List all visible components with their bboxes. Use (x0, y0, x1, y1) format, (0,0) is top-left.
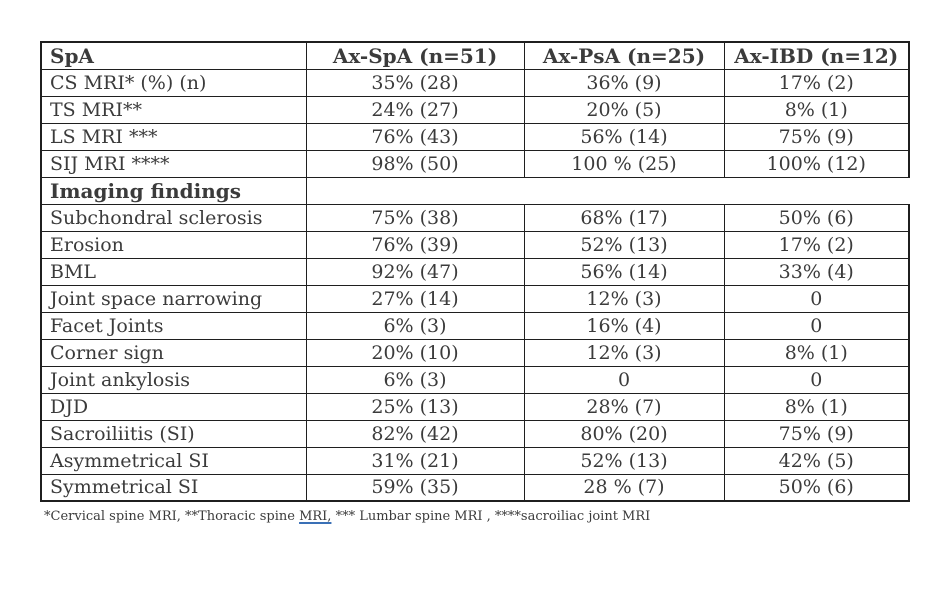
row-label: Joint space narrowing (40, 284, 307, 313)
value-cell: 0 (723, 284, 910, 313)
table-row-joint-ankylosis: Joint ankylosis 6% (3) 0 0 (40, 365, 910, 394)
column-header-axspa: Ax-SpA (n=51) (305, 41, 525, 70)
value-cell: 52% (13) (523, 230, 725, 259)
row-label: LS MRI *** (40, 122, 307, 151)
value-cell: 52% (13) (523, 446, 725, 475)
value-cell: 16% (4) (523, 311, 725, 340)
value-cell: 0 (723, 365, 910, 394)
value-cell: 0 (523, 365, 725, 394)
table-row-joint-space-narrowing: Joint space narrowing 27% (14) 12% (3) 0 (40, 284, 910, 313)
value-cell: 28% (7) (523, 392, 725, 421)
value-cell: 56% (14) (523, 257, 725, 286)
row-label: DJD (40, 392, 307, 421)
row-label: Asymmetrical SI (40, 446, 307, 475)
table-footnote: *Cervical spine MRI, **Thoracic spine MR… (44, 508, 951, 525)
column-header-axibd: Ax-IBD (n=12) (723, 41, 910, 70)
page: SpA Ax-SpA (n=51) Ax-PsA (n=25) Ax-IBD (… (40, 41, 951, 525)
value-cell: 6% (3) (305, 365, 525, 394)
row-label: Joint ankylosis (40, 365, 307, 394)
value-cell: 35% (28) (305, 68, 525, 97)
row-label: Erosion (40, 230, 307, 259)
value-cell: 75% (38) (305, 203, 525, 232)
value-cell: 68% (17) (523, 203, 725, 232)
table-row-cs-mri: CS MRI* (%) (n) 35% (28) 36% (9) 17% (2) (40, 68, 910, 97)
table-row-asymmetrical-si: Asymmetrical SI 31% (21) 52% (13) 42% (5… (40, 446, 910, 475)
value-cell: 92% (47) (305, 257, 525, 286)
table-row-erosion: Erosion 76% (39) 52% (13) 17% (2) (40, 230, 910, 259)
table-row-bml: BML 92% (47) 56% (14) 33% (4) (40, 257, 910, 286)
value-cell: 59% (35) (305, 473, 525, 502)
value-cell: 12% (3) (523, 338, 725, 367)
value-cell: 31% (21) (305, 446, 525, 475)
value-cell: 27% (14) (305, 284, 525, 313)
mri-findings-table: SpA Ax-SpA (n=51) Ax-PsA (n=25) Ax-IBD (… (40, 41, 910, 502)
value-cell: 76% (43) (305, 122, 525, 151)
value-cell: 6% (3) (305, 311, 525, 340)
value-cell: 33% (4) (723, 257, 910, 286)
value-cell: 42% (5) (723, 446, 910, 475)
value-cell: 24% (27) (305, 95, 525, 124)
value-cell: 50% (6) (723, 203, 910, 232)
row-label: Subchondral sclerosis (40, 203, 307, 232)
value-cell: 8% (1) (723, 392, 910, 421)
table-row-facet-joints: Facet Joints 6% (3) 16% (4) 0 (40, 311, 910, 340)
row-label: BML (40, 257, 307, 286)
section-header-label: Imaging findings (40, 176, 307, 205)
value-cell: 25% (13) (305, 392, 525, 421)
table-row-ts-mri: TS MRI** 24% (27) 20% (5) 8% (1) (40, 95, 910, 124)
empty-cell (305, 176, 524, 205)
value-cell: 17% (2) (723, 68, 910, 97)
table-row-ls-mri: LS MRI *** 76% (43) 56% (14) 75% (9) (40, 122, 910, 151)
table-row-djd: DJD 25% (13) 28% (7) 8% (1) (40, 392, 910, 421)
footnote-underlined-mri-link[interactable]: MRI, (299, 509, 332, 524)
row-label: Symmetrical SI (40, 473, 307, 502)
value-cell: 17% (2) (723, 230, 910, 259)
value-cell: 56% (14) (523, 122, 725, 151)
value-cell: 8% (1) (723, 95, 910, 124)
value-cell: 80% (20) (523, 419, 725, 448)
table-row-sacroiliitis: Sacroiliitis (SI) 82% (42) 80% (20) 75% … (40, 419, 910, 448)
empty-cell (724, 176, 909, 205)
row-label: TS MRI** (40, 95, 307, 124)
value-cell: 82% (42) (305, 419, 525, 448)
value-cell: 20% (5) (523, 95, 725, 124)
table-row-corner-sign: Corner sign 20% (10) 12% (3) 8% (1) (40, 338, 910, 367)
value-cell: 75% (9) (723, 122, 910, 151)
footnote-text-end: *** Lumbar spine MRI , ****sacroiliac jo… (331, 509, 651, 524)
value-cell: 76% (39) (305, 230, 525, 259)
section-header-row: Imaging findings (40, 176, 909, 205)
footnote-text-start: *Cervical spine MRI, **Thoracic spine (44, 509, 300, 524)
table-row-subchondral-sclerosis: Subchondral sclerosis 75% (38) 68% (17) … (40, 203, 910, 232)
value-cell: 50% (6) (723, 473, 910, 502)
value-cell: 100 % (25) (523, 149, 725, 178)
value-cell: 20% (10) (305, 338, 525, 367)
empty-cell (524, 176, 724, 205)
value-cell: 12% (3) (523, 284, 725, 313)
row-label: Corner sign (40, 338, 307, 367)
column-header-axpsa: Ax-PsA (n=25) (523, 41, 725, 70)
value-cell: 28 % (7) (523, 473, 725, 502)
value-cell: 0 (723, 311, 910, 340)
column-header-spa: SpA (40, 41, 307, 70)
value-cell: 100% (12) (723, 149, 910, 178)
row-label: Facet Joints (40, 311, 307, 340)
table-header-row: SpA Ax-SpA (n=51) Ax-PsA (n=25) Ax-IBD (… (40, 41, 910, 70)
row-label: SIJ MRI **** (40, 149, 307, 178)
table-row-sij-mri: SIJ MRI **** 98% (50) 100 % (25) 100% (1… (40, 149, 910, 178)
value-cell: 8% (1) (723, 338, 910, 367)
value-cell: 36% (9) (523, 68, 725, 97)
row-label: CS MRI* (%) (n) (40, 68, 307, 97)
row-label: Sacroiliitis (SI) (40, 419, 307, 448)
value-cell: 75% (9) (723, 419, 910, 448)
value-cell: 98% (50) (305, 149, 525, 178)
table-row-symmetrical-si: Symmetrical SI 59% (35) 28 % (7) 50% (6) (40, 473, 910, 502)
